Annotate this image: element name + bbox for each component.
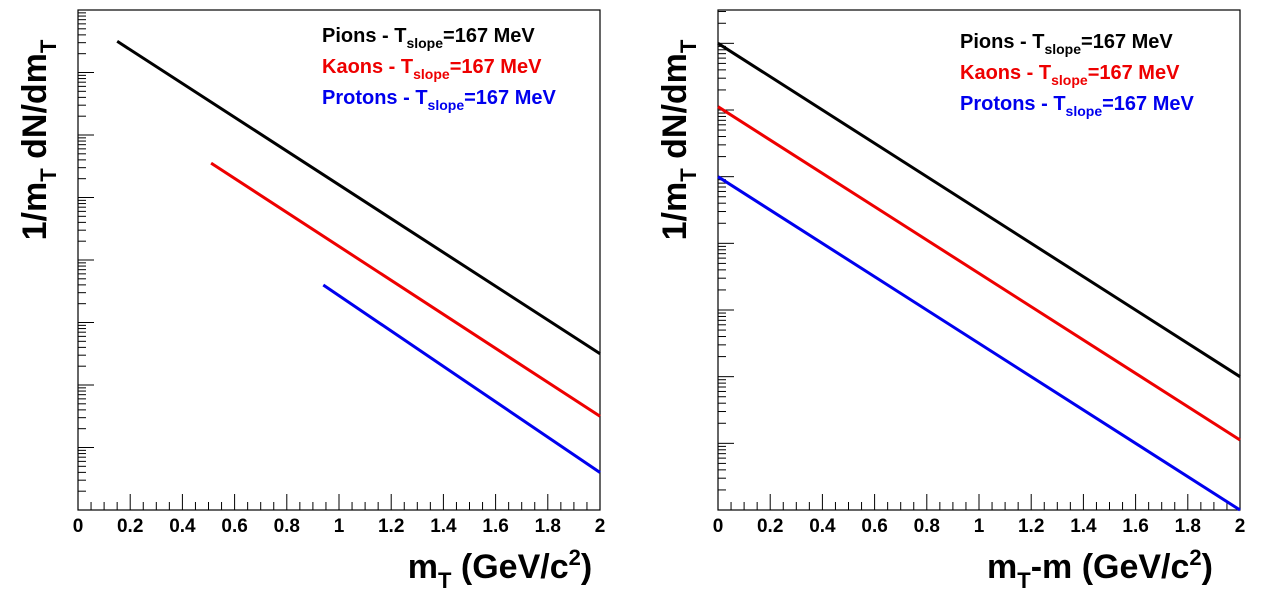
legend-label-end: =167 MeV [450, 56, 542, 78]
legend-entry-3: Protons - Tslope=167 MeV [960, 93, 1195, 119]
legend-label-main: Kaons - T [960, 62, 1051, 84]
x-tick-label: 1.8 [1175, 516, 1201, 537]
x-title-close: ) [581, 548, 592, 586]
y-title-a-sub: T [676, 168, 701, 182]
legend-label-end: =167 MeV [464, 87, 556, 109]
y-title-a-sub: T [36, 168, 61, 182]
x-tick-label: 0 [73, 516, 84, 537]
x-tick-label: 0.6 [861, 516, 887, 537]
x-tick-label: 1.6 [1122, 516, 1148, 537]
x-tick-label: 0.2 [117, 516, 143, 537]
x-title-close: ) [1202, 548, 1213, 586]
legend-entry-3: Protons - Tslope=167 MeV [322, 87, 557, 113]
x-tick-label: 1.2 [378, 516, 404, 537]
x-axis: 0 0.2 0.4 0.6 0.8 1 1.2 1.4 1.6 1.8 2 [73, 494, 606, 537]
x-axis-title: mT (GeV/c2) [408, 545, 592, 593]
y-axis-title: 1/mT dN/dmT [16, 39, 61, 240]
legend-entry-1: Pions - Tslope=167 MeV [960, 31, 1173, 57]
y-title-a: 1/m [16, 182, 54, 241]
legend-label-main: Kaons - T [322, 56, 413, 78]
plot-frame [77, 9, 601, 511]
x-tick-label: 2 [1235, 516, 1246, 537]
series-line-3 [717, 175, 1241, 512]
y-title-b: dN/dm [16, 53, 54, 168]
x-tick-label: 1 [974, 516, 985, 537]
x-tick-label: 0.8 [274, 516, 300, 537]
y-title-b-sub: T [676, 39, 701, 53]
y-title-a: 1/m [656, 182, 694, 241]
x-axis-title: mT-m (GeV/c2) [987, 545, 1213, 593]
series-line-2 [210, 161, 601, 418]
legend-label-main: Protons - T [322, 87, 428, 109]
x-tick-label: 0 [713, 516, 724, 537]
x-tick-label: 0.4 [809, 516, 836, 537]
legend-label-sub: slope [428, 97, 465, 113]
x-title-main: m [408, 548, 438, 586]
plot-frame [717, 9, 1241, 511]
legend-label-end: =167 MeV [1081, 31, 1173, 53]
x-tick-label: 1.4 [430, 516, 457, 537]
legend-label-end: =167 MeV [443, 25, 535, 47]
x-tick-label: 1.8 [535, 516, 561, 537]
x-title-sup: 2 [569, 545, 581, 570]
legend-label-main: Protons - T [960, 93, 1066, 115]
series-line-1 [116, 40, 601, 356]
x-tick-label: 2 [595, 516, 606, 537]
legend-entry-2: Kaons - Tslope=167 MeV [322, 56, 542, 82]
x-tick-label: 0.4 [169, 516, 196, 537]
x-title-rest: -m (GeV/c [1031, 548, 1190, 586]
y-axis [78, 12, 94, 511]
y-title-b: dN/dm [656, 53, 694, 168]
legend-entry-1: Pions - Tslope=167 MeV [322, 25, 535, 51]
legend-label-sub: slope [406, 35, 443, 51]
x-tick-label: 0.6 [221, 516, 247, 537]
legend-label-sub: slope [1066, 103, 1103, 119]
legend-label-sub: slope [413, 66, 450, 82]
x-tick-label: 1.2 [1018, 516, 1044, 537]
legend-label-sub: slope [1051, 72, 1088, 88]
legend-label-end: =167 MeV [1088, 62, 1180, 84]
legend-label-main: Pions - T [322, 25, 406, 47]
x-title-sup: 2 [1189, 545, 1201, 570]
y-title-b-sub: T [36, 39, 61, 53]
x-tick-label: 0.2 [757, 516, 783, 537]
series-line-3 [322, 283, 601, 474]
y-axis-title: 1/mT dN/dmT [656, 39, 701, 240]
x-title-sub: T [438, 568, 452, 593]
x-tick-label: 1.6 [482, 516, 508, 537]
x-tick-label: 1.4 [1070, 516, 1097, 537]
legend-entry-2: Kaons - Tslope=167 MeV [960, 62, 1180, 88]
legend-label-sub: slope [1044, 41, 1081, 57]
series-line-2 [717, 105, 1241, 442]
legend-label-main: Pions - T [960, 31, 1044, 53]
x-tick-label: 1 [334, 516, 345, 537]
x-tick-label: 0.8 [914, 516, 940, 537]
x-title-sub: T [1017, 568, 1031, 593]
legend-label-end: =167 MeV [1102, 93, 1194, 115]
series-line-1 [717, 42, 1241, 378]
x-title-rest: (GeV/c [451, 548, 568, 586]
x-axis: 0 0.2 0.4 0.6 0.8 1 1.2 1.4 1.6 1.8 2 [713, 494, 1246, 537]
y-axis [718, 11, 734, 511]
x-title-main: m [987, 548, 1017, 586]
